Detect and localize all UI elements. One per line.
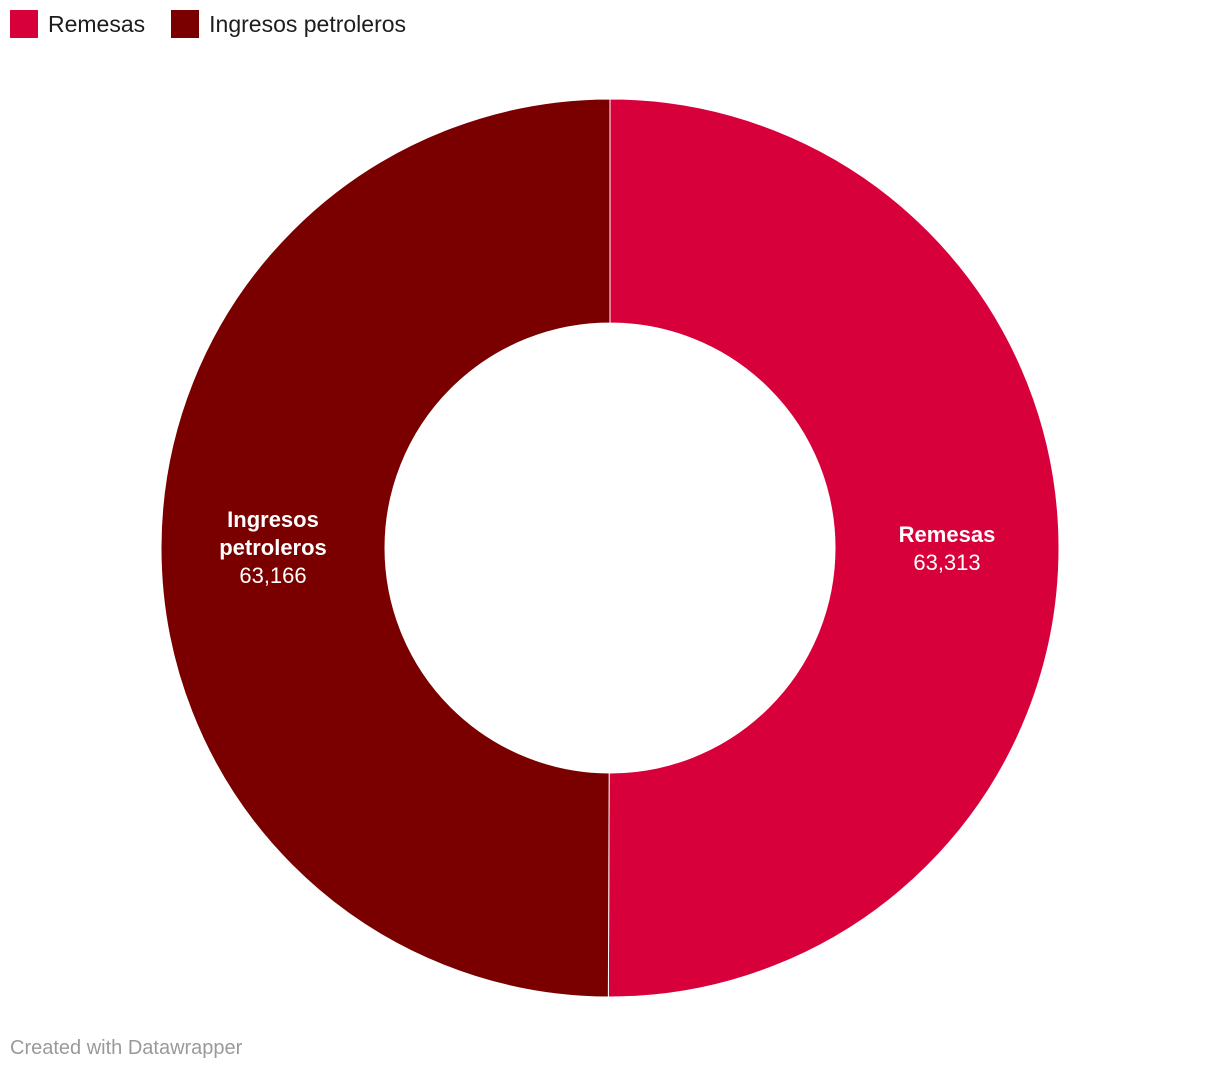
slice-label-ingresos-petroleros: Ingresos petroleros 63,166 [219, 507, 327, 588]
donut-labels: Remesas 63,313 Ingresos petroleros 63,166 [219, 507, 995, 588]
legend-item-ingresos-petroleros: Ingresos petroleros [171, 10, 406, 38]
slice-name-remesas-line-1: Remesas [899, 522, 996, 547]
slice-label-remesas: Remesas 63,313 [899, 522, 996, 575]
donut-slice-remesas [607, 98, 1060, 998]
slice-value-ingresos-petroleros: 63,166 [239, 563, 306, 588]
legend-swatch-ingresos-petroleros [171, 10, 200, 38]
footer-credit: Created with Datawrapper [10, 1037, 243, 1059]
legend-label-remesas: Remesas [48, 10, 146, 37]
donut-slice-ingresos-petroleros [160, 98, 611, 998]
slice-name-ingresos-petroleros-line-1: Ingresos [227, 507, 319, 532]
slice-value-remesas: 63,313 [913, 550, 980, 575]
donut-slices [160, 98, 1060, 998]
legend-swatch-remesas [10, 10, 38, 38]
chart-legend: Remesas Ingresos petroleros [10, 9, 432, 39]
legend-label-ingresos-petroleros: Ingresos petroleros [209, 10, 407, 37]
slice-name-ingresos-petroleros-line-2: petroleros [219, 535, 327, 560]
legend-item-remesas: Remesas [10, 10, 145, 38]
